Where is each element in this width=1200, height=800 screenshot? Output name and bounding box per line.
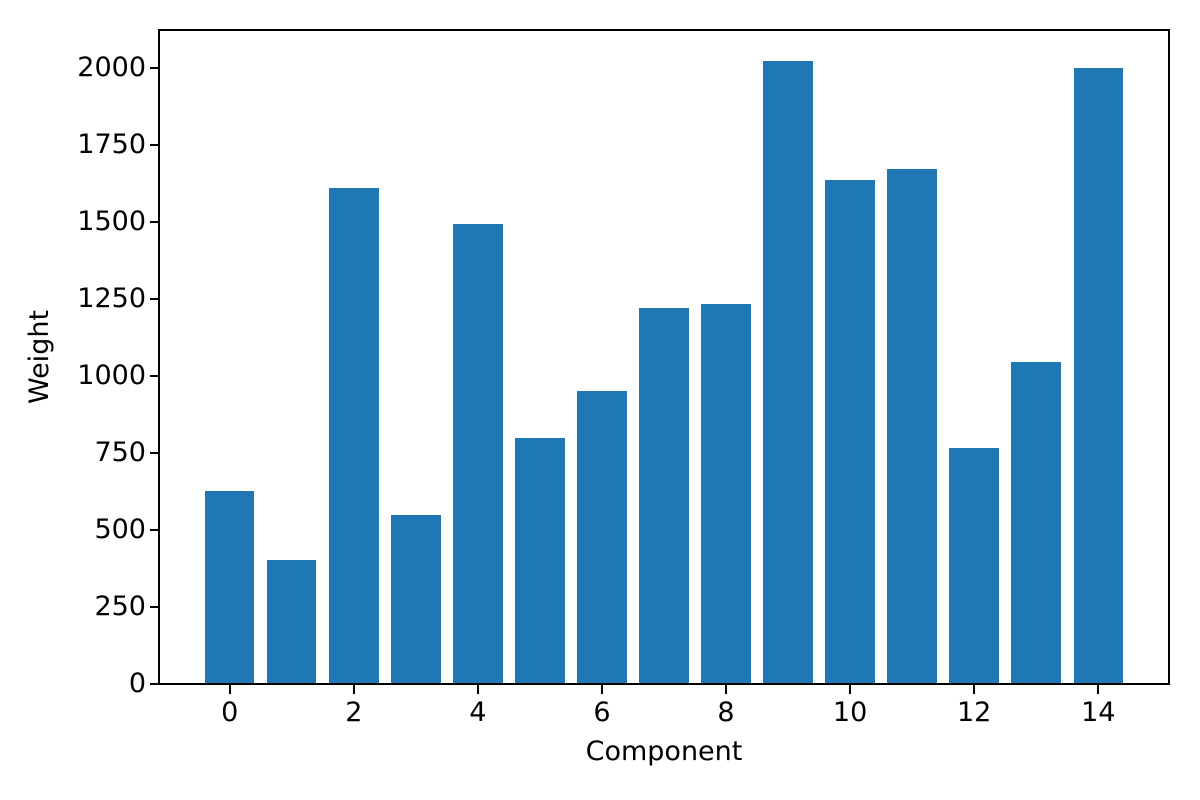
y-tick-mark-0	[150, 683, 159, 685]
y-tick-label-2000: 2000	[77, 51, 146, 83]
x-tick-mark-12	[973, 685, 976, 694]
y-tick-mark-1000	[150, 374, 159, 377]
y-tick-mark-250	[150, 606, 159, 608]
y-tick-label-250: 250	[94, 591, 146, 622]
x-tick-mark-2	[352, 685, 355, 694]
x-tick-mark-14	[1097, 685, 1100, 694]
bar-component-3	[391, 515, 441, 684]
x-tick-label-6: 6	[593, 697, 611, 728]
bar-component-14	[1073, 67, 1124, 684]
bar-component-8	[701, 304, 751, 684]
y-tick-mark-750	[150, 451, 159, 454]
bar-component-10	[825, 179, 875, 684]
x-axis-label: Component	[585, 736, 743, 767]
x-tick-label-14: 14	[1081, 697, 1116, 728]
bar-component-5	[515, 437, 565, 684]
bar-component-2	[329, 188, 379, 684]
y-tick-label-500: 500	[94, 513, 146, 545]
y-tick-mark-2000	[150, 66, 159, 69]
x-tick-mark-0	[228, 685, 231, 694]
bar-component-9	[763, 61, 813, 684]
y-tick-mark-1250	[150, 297, 159, 300]
x-tick-label-12: 12	[957, 697, 992, 728]
y-tick-label-1500: 1500	[77, 205, 146, 237]
bar-component-1	[266, 559, 317, 684]
y-tick-mark-500	[150, 528, 159, 531]
y-tick-label-0: 0	[128, 668, 146, 699]
y-axis-label: Weight	[24, 309, 55, 405]
x-tick-label-4: 4	[469, 697, 487, 728]
x-tick-mark-10	[849, 685, 852, 694]
bar-component-7	[639, 308, 689, 684]
y-tick-label-1000: 1000	[77, 359, 146, 391]
x-tick-label-2: 2	[345, 697, 363, 728]
bar-component-0	[204, 491, 255, 684]
y-tick-mark-1500	[150, 220, 159, 223]
bar-component-4	[453, 223, 503, 684]
y-tick-label-1750: 1750	[77, 128, 146, 160]
x-tick-label-8: 8	[717, 697, 735, 728]
x-tick-mark-6	[601, 685, 603, 694]
bar-component-12	[949, 447, 999, 684]
y-tick-mark-1750	[150, 143, 159, 146]
x-tick-mark-8	[725, 685, 727, 694]
x-tick-mark-4	[476, 685, 479, 694]
bar-component-6	[577, 390, 627, 684]
x-tick-label-0: 0	[221, 697, 239, 728]
bar-component-11	[887, 169, 937, 684]
y-tick-label-750: 750	[94, 436, 146, 468]
x-tick-label-10: 10	[832, 697, 868, 728]
bar-component-13	[1011, 361, 1061, 684]
y-tick-label-1250: 1250	[77, 282, 146, 314]
